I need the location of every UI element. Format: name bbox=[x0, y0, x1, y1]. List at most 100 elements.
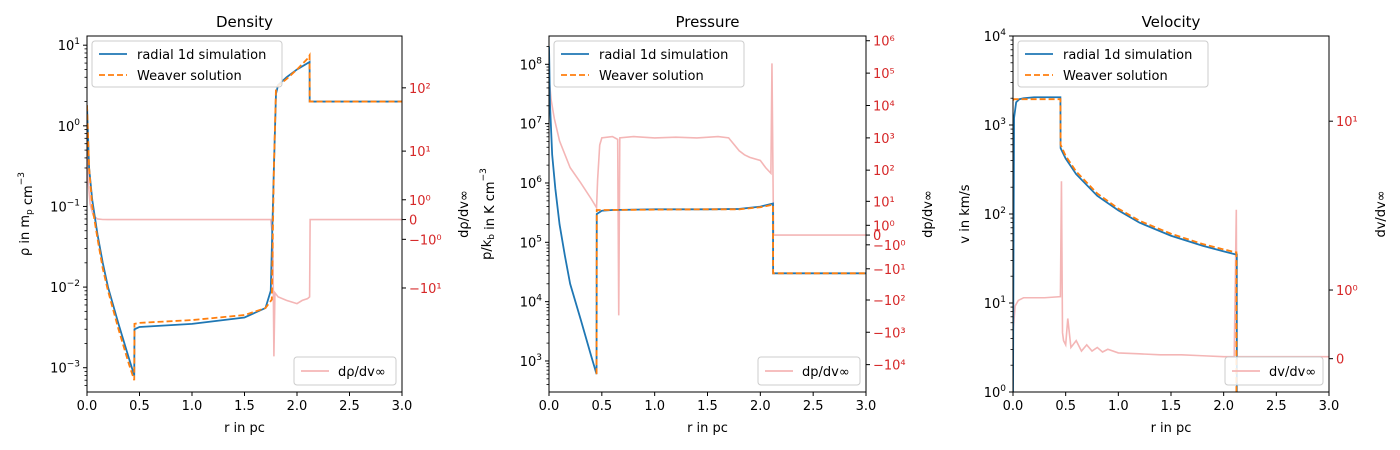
chart-panel-density: 0.0 0.5 1.0 1.5 2.0 2.5 3.0 10−3 10−2 10−1 100 101 −… bbox=[17, 13, 472, 436]
x-axis-label: r in pc bbox=[687, 421, 728, 436]
y2-axis-label: dv/dv∞ bbox=[1374, 190, 1389, 237]
y2-tick-label: 10³ bbox=[873, 132, 895, 147]
x-tick-label: 0.0 bbox=[1003, 399, 1024, 414]
y-tick-label: 100 bbox=[58, 118, 81, 135]
series-line-weaver bbox=[595, 203, 866, 375]
y2-tick-label: 10⁰ bbox=[409, 194, 431, 209]
y-tick-label: 10−1 bbox=[50, 198, 80, 215]
y2-tick-label: −10¹ bbox=[409, 282, 442, 297]
legend-derivative: dρ/dv∞ bbox=[293, 356, 397, 386]
chart-panel-pressure: 0.0 0.5 1.0 1.5 2.0 2.5 3.0 103 104 105 106 107 108 −… bbox=[479, 13, 936, 436]
y2-tick-label: 10² bbox=[409, 82, 431, 97]
y-tick-label: 10−2 bbox=[50, 279, 80, 296]
legend-label: dρ/dv∞ bbox=[338, 365, 386, 380]
legend-box bbox=[293, 356, 397, 386]
legend-label: Weaver solution bbox=[599, 69, 704, 84]
y2-tick-label: 0 bbox=[873, 229, 881, 244]
series-line-simulation bbox=[1013, 96, 1238, 392]
series-line-weaver bbox=[1013, 98, 1238, 392]
y-tick-label: 101 bbox=[984, 295, 1006, 312]
legend-box bbox=[1017, 40, 1209, 88]
y-tick-label: 106 bbox=[520, 175, 543, 192]
y-tick-label: 108 bbox=[520, 56, 543, 73]
legend-box bbox=[91, 40, 283, 88]
x-tick-label: 1.0 bbox=[182, 399, 203, 414]
legend-label: dv/dv∞ bbox=[1269, 365, 1316, 380]
y2-tick-label: 10¹ bbox=[409, 145, 431, 160]
legend: radial 1d simulation Weaver solution bbox=[1017, 40, 1209, 88]
x-tick-label: 0.0 bbox=[77, 399, 98, 414]
y2-axis-label: dρ/dv∞ bbox=[457, 190, 472, 238]
y-axis-label: p/kb in K cm−3 bbox=[479, 168, 498, 260]
x-tick-label: 2.5 bbox=[339, 399, 360, 414]
y2-tick-label: 10¹ bbox=[1336, 115, 1358, 130]
y-tick-label: 104 bbox=[520, 294, 543, 311]
legend-label: radial 1d simulation bbox=[599, 48, 728, 63]
y2-tick-label: −10⁴ bbox=[873, 359, 906, 374]
chart-title: Pressure bbox=[675, 13, 739, 31]
legend-label: Weaver solution bbox=[1063, 69, 1168, 84]
x-tick-label: 0.5 bbox=[129, 399, 150, 414]
x-tick-label: 0.5 bbox=[1055, 399, 1076, 414]
plot-area bbox=[87, 52, 402, 381]
y2-tick-label: 10² bbox=[873, 164, 895, 179]
y2-axis-label: dp/dv∞ bbox=[921, 190, 936, 238]
x-tick-label: 2.5 bbox=[1266, 399, 1287, 414]
legend-label: Weaver solution bbox=[137, 69, 242, 84]
y2-tick-label: −10³ bbox=[873, 326, 906, 341]
y-axis-label: ρ in mp cm−3 bbox=[17, 172, 36, 256]
x-tick-label: 2.0 bbox=[1213, 399, 1234, 414]
x-tick-label: 3.0 bbox=[1319, 399, 1340, 414]
legend-label: radial 1d simulation bbox=[1063, 48, 1192, 63]
y-tick-label: 104 bbox=[984, 28, 1007, 45]
legend: radial 1d simulation Weaver solution bbox=[553, 40, 745, 88]
y2-tick-label: 10¹ bbox=[873, 195, 895, 210]
x-tick-label: 1.0 bbox=[1108, 399, 1129, 414]
y-tick-label: 102 bbox=[984, 206, 1006, 223]
legend-label: dp/dv∞ bbox=[802, 365, 850, 380]
series-line-derivative bbox=[549, 63, 866, 316]
y-tick-label: 103 bbox=[984, 117, 1006, 134]
series-line-weaver bbox=[87, 52, 402, 381]
x-tick-label: 2.0 bbox=[750, 399, 771, 414]
x-tick-label: 2.0 bbox=[287, 399, 308, 414]
plot-area bbox=[1013, 96, 1329, 392]
x-tick-label: 0.0 bbox=[539, 399, 560, 414]
y2-tick-label: 10⁶ bbox=[873, 35, 895, 50]
x-tick-label: 3.0 bbox=[856, 399, 877, 414]
x-tick-label: 1.5 bbox=[697, 399, 718, 414]
x-tick-label: 1.5 bbox=[234, 399, 255, 414]
y2-tick-label: 0 bbox=[1336, 353, 1344, 368]
y-tick-label: 10−3 bbox=[50, 360, 80, 377]
x-tick-label: 2.5 bbox=[803, 399, 824, 414]
y2-tick-label: 10⁰ bbox=[873, 219, 895, 234]
y2-tick-label: −10⁰ bbox=[873, 239, 906, 254]
chart-title: Density bbox=[216, 13, 273, 31]
y2-tick-label: 10⁴ bbox=[873, 100, 895, 115]
x-axis-label: r in pc bbox=[1151, 421, 1192, 436]
x-tick-label: 1.0 bbox=[644, 399, 665, 414]
legend-box bbox=[553, 40, 745, 88]
x-tick-label: 3.0 bbox=[392, 399, 413, 414]
legend-label: radial 1d simulation bbox=[137, 48, 266, 63]
x-tick-label: 1.5 bbox=[1161, 399, 1182, 414]
y2-tick-label: −10² bbox=[873, 294, 906, 309]
y-tick-label: 105 bbox=[520, 234, 542, 251]
y-tick-label: 107 bbox=[520, 116, 542, 133]
plot-area bbox=[549, 46, 866, 375]
legend-box bbox=[1224, 356, 1324, 386]
x-axis-label: r in pc bbox=[224, 421, 265, 436]
x-tick-label: 0.5 bbox=[591, 399, 612, 414]
y2-tick-label: −10⁰ bbox=[409, 233, 442, 248]
y-tick-label: 101 bbox=[58, 37, 80, 54]
chart-title: Velocity bbox=[1142, 13, 1201, 31]
legend-derivative: dp/dv∞ bbox=[757, 356, 861, 386]
y-axis-label: v in km/s bbox=[958, 184, 973, 243]
y-tick-label: 103 bbox=[520, 353, 542, 370]
y2-tick-label: 0 bbox=[409, 214, 417, 229]
y2-tick-label: 10⁵ bbox=[873, 67, 895, 82]
legend-box bbox=[757, 356, 861, 386]
y2-tick-label: 10⁰ bbox=[1336, 284, 1358, 299]
legend: radial 1d simulation Weaver solution bbox=[91, 40, 283, 88]
